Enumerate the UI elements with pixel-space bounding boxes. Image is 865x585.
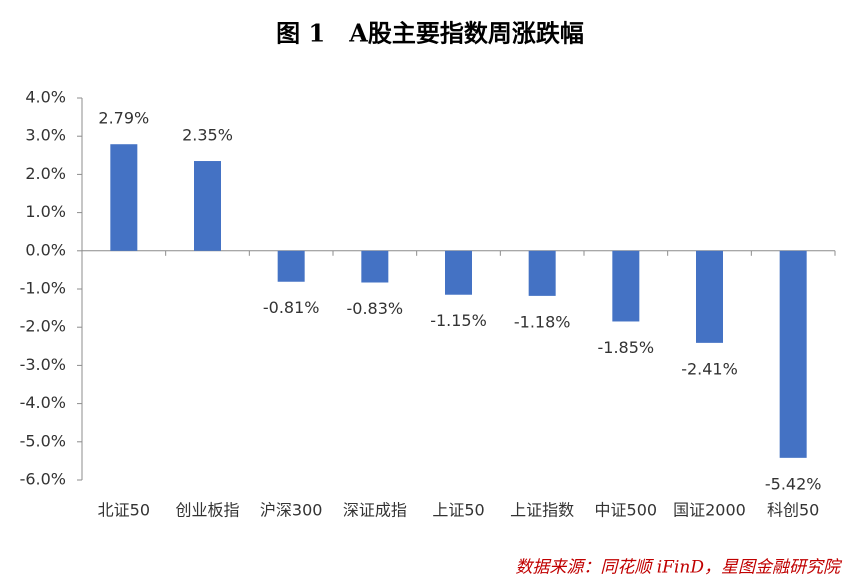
value-label: -0.81%: [263, 298, 320, 317]
y-tick-label: 2.0%: [25, 164, 66, 183]
y-tick-label: 1.0%: [25, 202, 66, 221]
bar: [445, 250, 472, 295]
bar: [612, 250, 640, 322]
bar: [361, 250, 389, 283]
value-label: -1.18%: [514, 312, 571, 331]
chart-title: 图 1 A股主要指数周涨跌幅: [276, 19, 584, 48]
y-tick-label: -2.0%: [20, 317, 66, 336]
y-tick-label: -1.0%: [20, 279, 66, 298]
value-label: -1.15%: [430, 311, 487, 330]
y-tick-label: 3.0%: [25, 126, 66, 145]
y-tick-label: -3.0%: [20, 355, 66, 374]
bar: [696, 250, 723, 343]
x-tick-label: 深证成指: [343, 501, 407, 520]
value-label: -1.85%: [598, 338, 655, 357]
value-label: 2.35%: [182, 126, 233, 145]
y-tick-label: 4.0%: [25, 88, 66, 107]
value-label: -2.41%: [681, 359, 738, 378]
bar: [277, 250, 305, 282]
x-tick-label: 创业板指: [175, 501, 239, 520]
y-tick-label: -5.0%: [20, 431, 66, 450]
value-label: -5.42%: [765, 474, 822, 493]
x-tick-label: 上证指数: [510, 501, 574, 520]
value-label: 2.79%: [98, 109, 149, 128]
bar: [779, 250, 807, 458]
source-note: 数据来源：同花顺 iFinD，星图金融研究院: [515, 558, 843, 578]
x-tick-label: 中证500: [595, 501, 658, 520]
x-tick-label: 北证50: [98, 501, 150, 520]
x-tick-label: 科创50: [767, 501, 819, 520]
bar: [528, 250, 556, 296]
x-tick-label: 上证50: [432, 501, 484, 520]
x-tick-label: 国证2000: [673, 501, 746, 520]
y-tick-label: -4.0%: [20, 393, 66, 412]
x-tick-label: 沪深300: [260, 501, 323, 520]
value-label: -0.83%: [347, 299, 404, 318]
bar: [110, 144, 138, 251]
bar: [194, 161, 221, 251]
y-tick-label: 0.0%: [25, 240, 66, 259]
y-tick-label: -6.0%: [20, 470, 66, 489]
